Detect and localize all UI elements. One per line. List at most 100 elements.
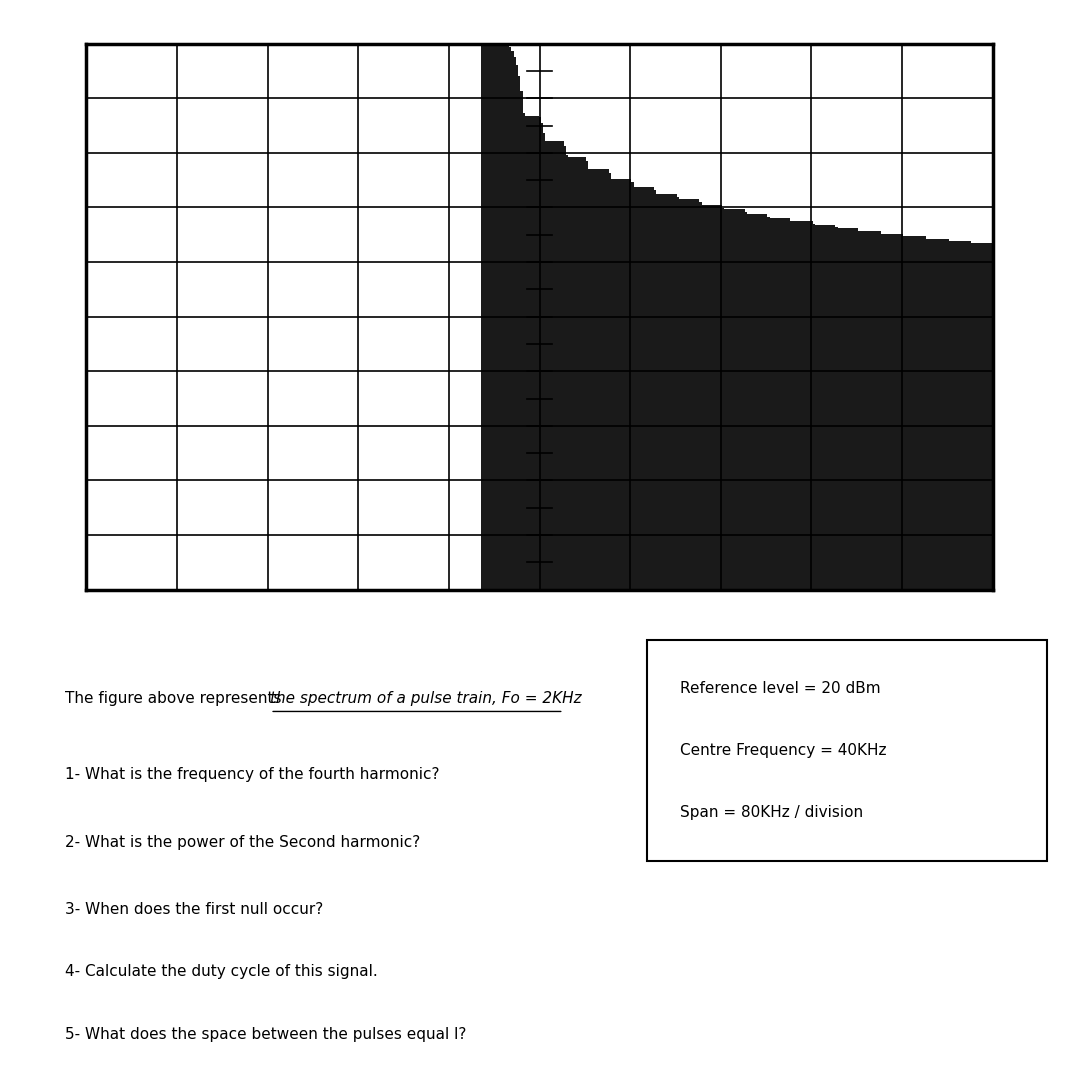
Bar [742, 214, 767, 590]
Bar [774, 275, 800, 590]
Bar [959, 298, 985, 590]
Bar [724, 221, 749, 590]
Bar [665, 253, 691, 590]
Bar [491, 57, 516, 590]
Bar [622, 210, 647, 590]
Bar [606, 179, 631, 590]
Bar [921, 241, 946, 590]
Bar [878, 234, 903, 590]
Text: the spectrum of a pulse train, Fo = 2KHz: the spectrum of a pulse train, Fo = 2KHz [270, 690, 582, 705]
FancyBboxPatch shape [647, 640, 1047, 862]
Bar [961, 268, 987, 590]
Bar [584, 169, 609, 590]
Bar [704, 232, 729, 590]
Bar [500, 112, 525, 590]
Bar [679, 211, 704, 590]
Bar [712, 234, 738, 590]
Bar [930, 264, 956, 590]
Bar [726, 236, 752, 590]
Bar [924, 239, 948, 590]
Bar [761, 227, 786, 590]
Bar [808, 227, 833, 590]
Bar [508, 132, 534, 590]
Bar [792, 233, 817, 590]
Bar [582, 170, 606, 590]
Bar [516, 117, 541, 590]
Bar [967, 246, 992, 590]
Bar [534, 147, 559, 590]
Bar [554, 178, 579, 590]
Bar [948, 244, 973, 590]
Bar [565, 170, 590, 590]
Text: 4- Calculate the duty cycle of this signal.: 4- Calculate the duty cycle of this sign… [65, 964, 378, 980]
Bar [778, 275, 804, 590]
Bar [812, 227, 837, 590]
Bar [842, 285, 868, 590]
Bar [642, 247, 668, 590]
Bar [650, 195, 674, 590]
Bar [905, 247, 930, 590]
Bar [916, 263, 942, 590]
Bar [951, 252, 975, 590]
Bar [745, 216, 769, 590]
Text: The figure above represents: The figure above represents [65, 690, 286, 705]
Bar [631, 190, 656, 590]
Bar [806, 234, 831, 590]
Bar [588, 181, 613, 590]
Bar [579, 177, 604, 590]
Bar [497, 91, 522, 590]
Bar [693, 214, 718, 590]
Bar [928, 249, 953, 590]
Bar [611, 191, 636, 590]
Bar [710, 263, 736, 590]
Bar [846, 285, 872, 590]
Bar [901, 236, 926, 590]
Bar [722, 212, 747, 590]
Bar [815, 236, 839, 590]
Bar [529, 189, 555, 590]
Bar [486, 47, 511, 590]
Bar [871, 258, 897, 590]
Bar [825, 252, 851, 590]
Bar [823, 283, 849, 590]
Bar [563, 162, 588, 590]
Bar [765, 217, 790, 590]
Bar [568, 187, 593, 590]
Bar [747, 225, 771, 590]
Bar [794, 248, 820, 590]
Bar [860, 241, 885, 590]
Bar [796, 278, 822, 590]
Text: 5- What does the space between the pulses equal l?: 5- What does the space between the pulse… [65, 1026, 466, 1042]
Bar [536, 142, 561, 590]
Bar [801, 280, 827, 590]
Bar [543, 155, 568, 590]
Bar [706, 262, 732, 590]
Bar [839, 254, 865, 590]
Bar [853, 233, 878, 590]
Bar [681, 226, 707, 590]
Bar [720, 210, 745, 590]
Bar [672, 201, 697, 590]
Bar [654, 197, 679, 590]
Text: 1- What is the frequency of the fourth harmonic?: 1- What is the frequency of the fourth h… [65, 768, 439, 782]
Bar [862, 257, 888, 590]
Bar [969, 244, 994, 590]
Bar [715, 218, 740, 590]
Bar [660, 251, 686, 590]
Bar [910, 293, 935, 590]
Bar [658, 221, 684, 590]
Bar [687, 259, 713, 590]
Bar [538, 142, 563, 590]
Bar [483, 45, 509, 590]
Bar [971, 246, 996, 590]
Bar [728, 266, 754, 590]
Bar [907, 262, 933, 590]
Bar [858, 234, 883, 590]
Bar [574, 221, 600, 590]
Bar [602, 187, 627, 590]
Bar [735, 238, 761, 590]
Bar [887, 290, 913, 590]
Bar [932, 296, 958, 590]
Bar [625, 195, 650, 590]
Bar [674, 200, 699, 590]
